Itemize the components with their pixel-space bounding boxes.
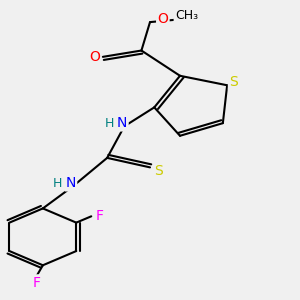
Text: F: F [96,209,104,223]
Text: H: H [105,117,114,130]
Text: O: O [89,50,100,64]
Text: H: H [53,177,62,190]
Text: S: S [154,164,163,178]
Text: CH₃: CH₃ [175,9,198,22]
Text: O: O [158,12,168,26]
Text: F: F [32,276,40,289]
Text: S: S [229,75,238,89]
Text: N: N [65,176,76,190]
Text: N: N [117,116,127,130]
